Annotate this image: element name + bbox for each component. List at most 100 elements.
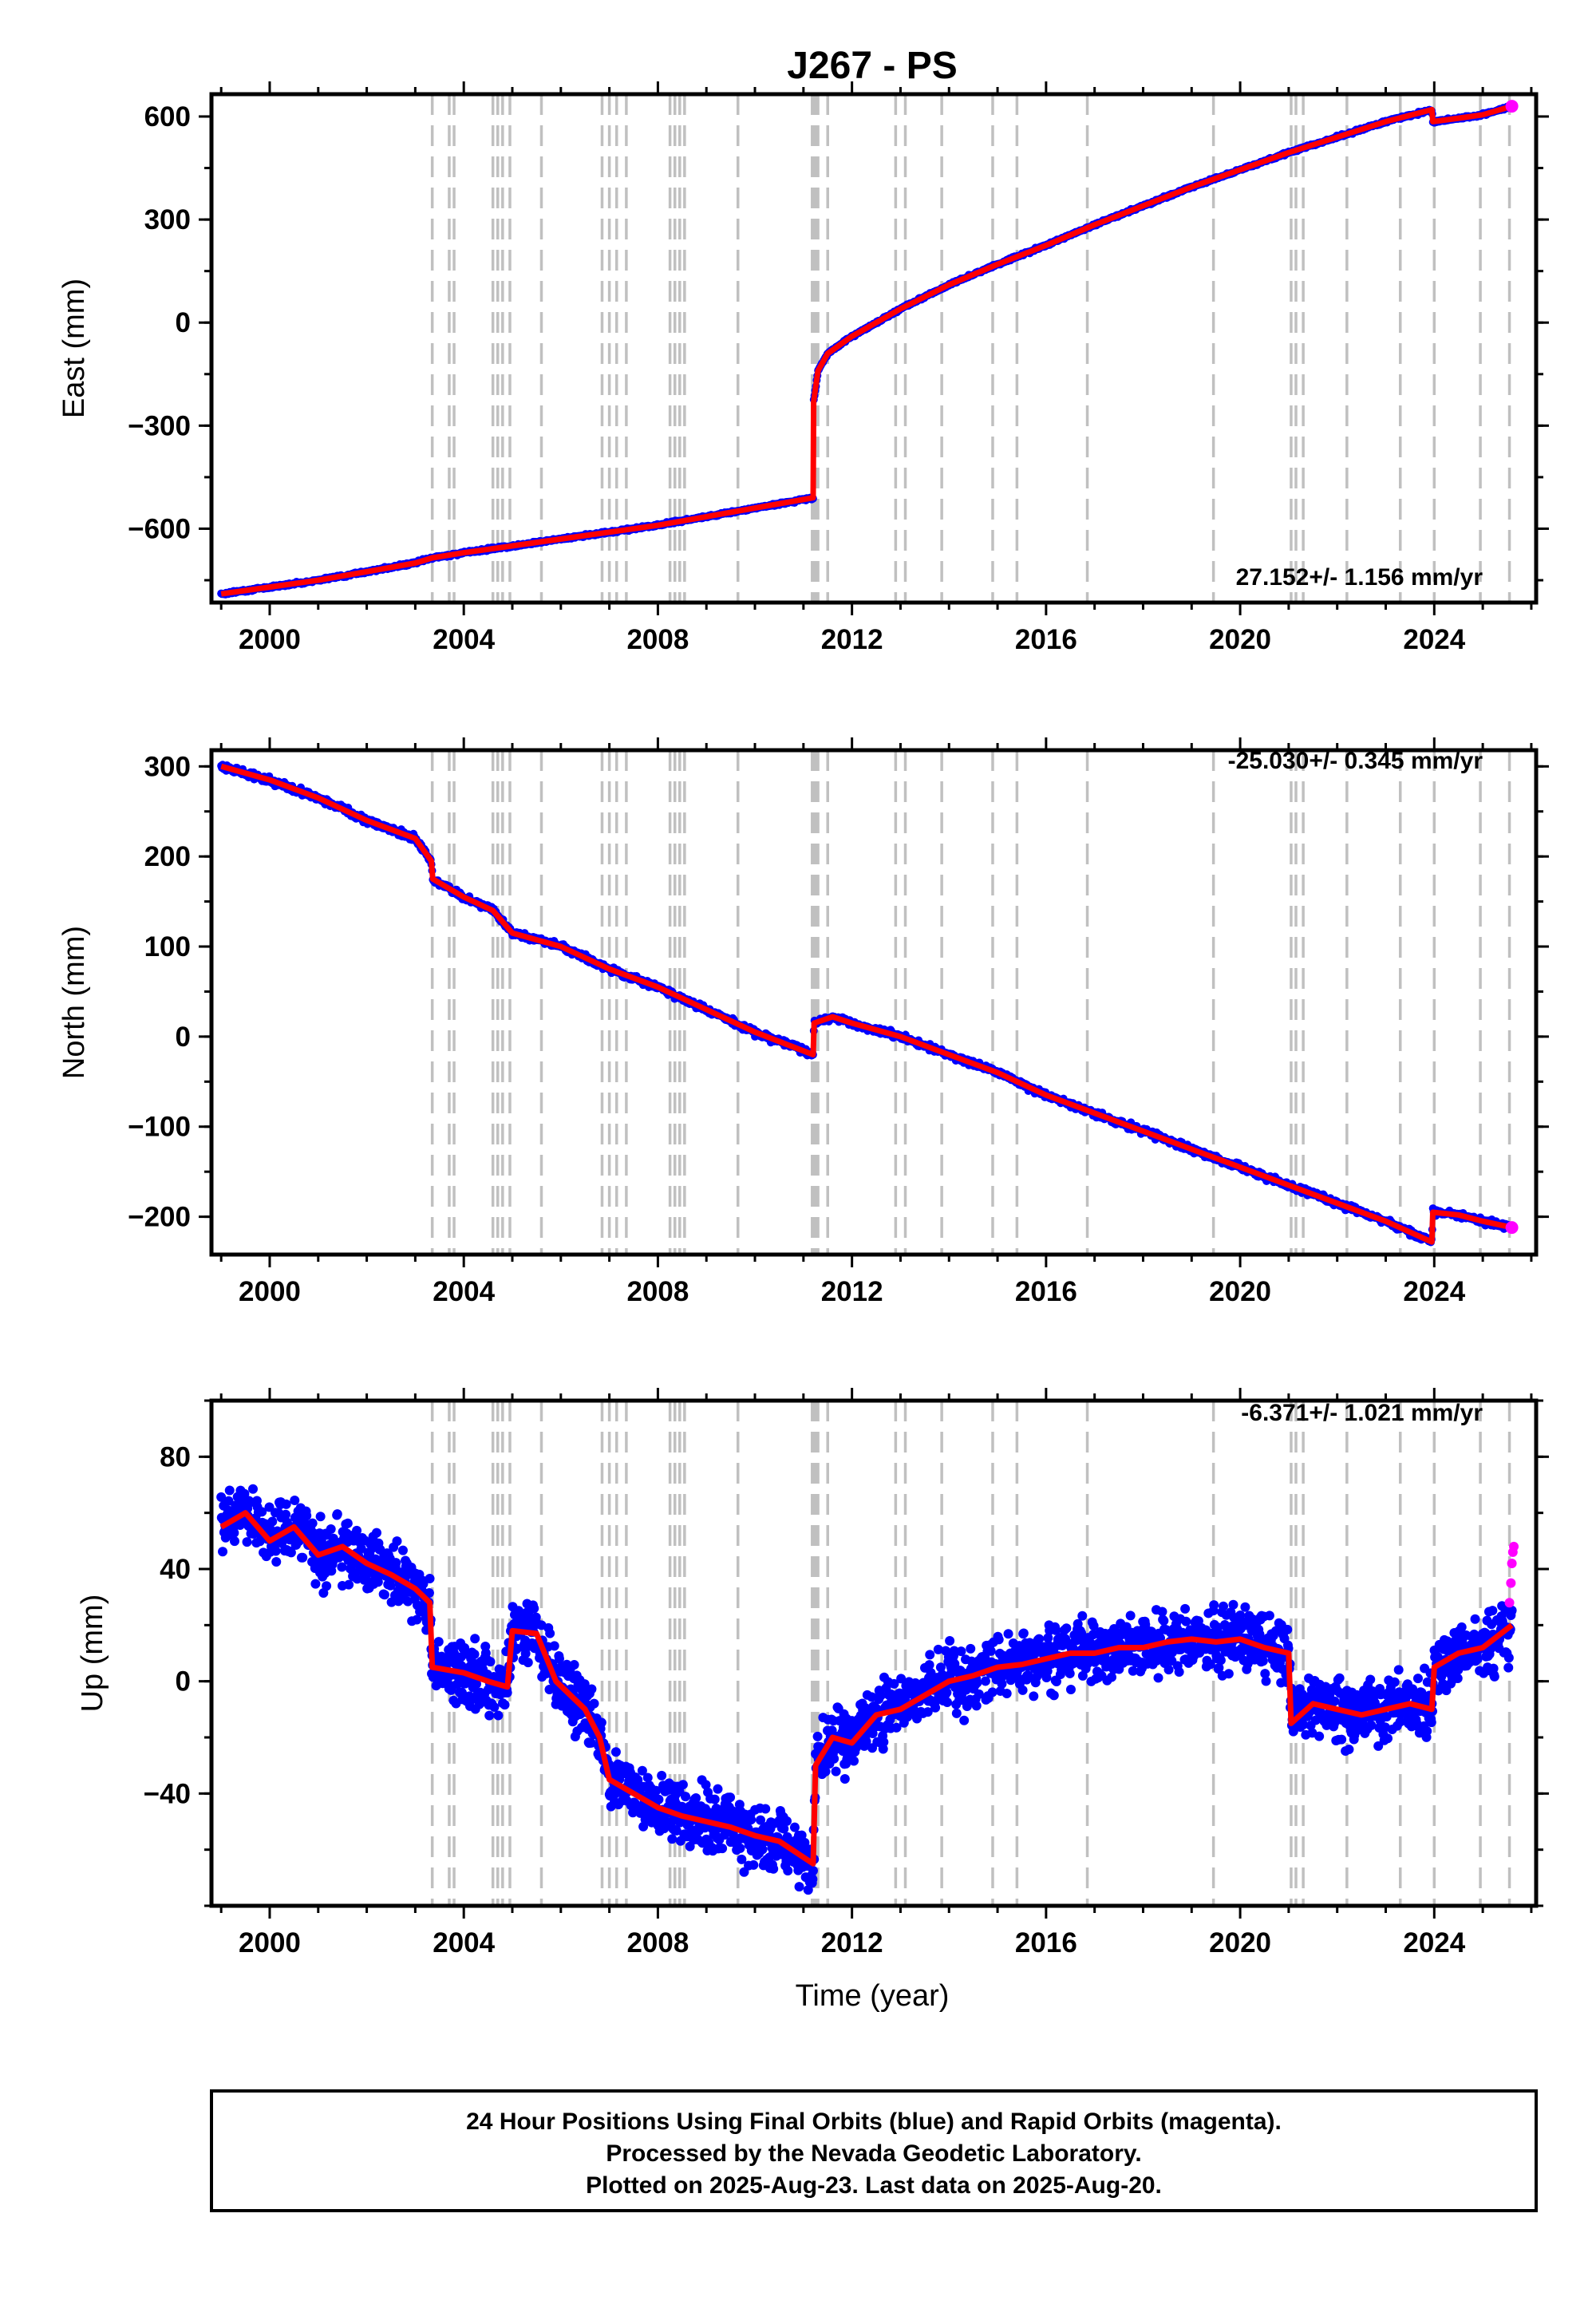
- data-point: [298, 1552, 308, 1563]
- model-fit-line: [220, 103, 1513, 597]
- x-axis: 2000 2004 2008 2012 2016 2020 2024: [219, 737, 1533, 1307]
- x-axis: 2000 2004 2008 2012 2016 2020 2024: [219, 81, 1533, 655]
- data-point: [379, 1590, 389, 1600]
- velocity-label: -25.030+/- 0.345 mm/yr: [1228, 748, 1483, 774]
- data-point: [502, 1687, 512, 1697]
- data-point: [307, 1518, 318, 1528]
- x-tick-label: 2016: [1015, 1276, 1077, 1307]
- data-point: [281, 1509, 291, 1520]
- x-tick-label: 2020: [1209, 624, 1271, 655]
- y-axis-label: North (mm): [57, 926, 91, 1079]
- y-tick-label: 200: [144, 841, 191, 872]
- data-point: [342, 1518, 353, 1528]
- data-point: [392, 1536, 402, 1547]
- data-point: [545, 1628, 555, 1638]
- x-tick-label: 2012: [821, 1276, 883, 1307]
- series-rapid-orbits: [1505, 1221, 1519, 1235]
- data-point: [681, 1792, 691, 1802]
- panel-east: 2000 2004 2008 2012 2016 2020 2024−600−3000300…: [57, 81, 1549, 655]
- series-rapid-orbits: [1505, 100, 1519, 113]
- data-point: [737, 1854, 747, 1864]
- x-tick-label: 2004: [433, 1276, 495, 1307]
- data-point: [418, 1579, 429, 1589]
- data-point: [310, 1579, 321, 1589]
- y-tick-label: −600: [128, 513, 191, 544]
- data-point: [229, 1536, 239, 1547]
- data-point: [267, 1516, 278, 1527]
- data-point: [472, 1678, 482, 1689]
- data-point: [735, 1843, 745, 1853]
- data-point: [224, 1485, 235, 1496]
- data-point: [569, 1660, 579, 1670]
- data-point: [352, 1525, 362, 1535]
- series-final-orbits: [216, 1484, 1517, 1895]
- data-point: [587, 1684, 597, 1694]
- data-point: [529, 1603, 539, 1614]
- data-point: [657, 1770, 667, 1780]
- x-tick-label: 2020: [1209, 1276, 1271, 1307]
- x-tick-label: 2004: [433, 624, 495, 655]
- data-point: [229, 1528, 239, 1538]
- rapid-point: [1505, 1221, 1519, 1235]
- data-point: [678, 1780, 688, 1790]
- data-point: [218, 1547, 228, 1557]
- data-point: [326, 1524, 336, 1534]
- data-point: [433, 1637, 444, 1647]
- data-point: [332, 1509, 342, 1520]
- data-point: [589, 1698, 599, 1709]
- data-point: [709, 1794, 720, 1804]
- event-lines: [430, 94, 1511, 603]
- data-point: [470, 1634, 480, 1644]
- data-point: [302, 1511, 312, 1521]
- y-tick-label: 0: [176, 307, 191, 338]
- data-point: [725, 1792, 736, 1803]
- data-point: [596, 1717, 606, 1728]
- data-point: [247, 1484, 258, 1494]
- data-point: [554, 1654, 564, 1664]
- data-point: [286, 1547, 296, 1558]
- data-point: [671, 1825, 681, 1836]
- data-point: [356, 1543, 366, 1554]
- data-point: [391, 1558, 401, 1568]
- y-tick-label: 0: [176, 1022, 191, 1053]
- data-point: [281, 1499, 291, 1509]
- data-point: [586, 1737, 596, 1748]
- data-point: [425, 1574, 435, 1584]
- series-final-orbits: [217, 761, 1516, 1247]
- data-point: [239, 1488, 250, 1499]
- data-point: [500, 1700, 510, 1710]
- data-point: [315, 1512, 326, 1522]
- data-point: [271, 1546, 281, 1556]
- data-point: [713, 1784, 723, 1794]
- y-tick-label: −200: [128, 1202, 191, 1233]
- rapid-point: [1505, 100, 1519, 113]
- x-tick-label: 2024: [1403, 624, 1465, 655]
- data-point: [493, 1710, 504, 1721]
- data-point: [485, 1657, 496, 1667]
- data-point: [322, 1581, 332, 1591]
- data-point: [691, 1793, 701, 1804]
- y-tick-label: 100: [144, 931, 191, 962]
- data-point: [549, 1641, 559, 1651]
- data-point: [424, 1587, 434, 1598]
- data-point: [651, 1785, 662, 1796]
- data-point: [469, 1649, 480, 1659]
- data-point: [337, 1562, 347, 1572]
- data-point: [371, 1528, 381, 1538]
- data-point: [654, 1794, 664, 1804]
- data-point: [642, 1773, 653, 1783]
- data-point: [344, 1579, 354, 1590]
- y-tick-label: 300: [144, 204, 191, 235]
- data-point: [717, 1844, 728, 1854]
- model-fit-line: [220, 763, 1513, 1245]
- data-point: [489, 1702, 500, 1713]
- velocity-label: 27.152+/- 1.156 mm/yr: [1236, 564, 1483, 591]
- chart-title: J267 - PS: [787, 45, 957, 87]
- x-tick-label: 2024: [1403, 1276, 1465, 1307]
- data-point: [544, 1684, 555, 1694]
- y-tick-label: −300: [128, 410, 191, 441]
- series-final-orbits: [217, 101, 1516, 599]
- data-point: [397, 1545, 408, 1555]
